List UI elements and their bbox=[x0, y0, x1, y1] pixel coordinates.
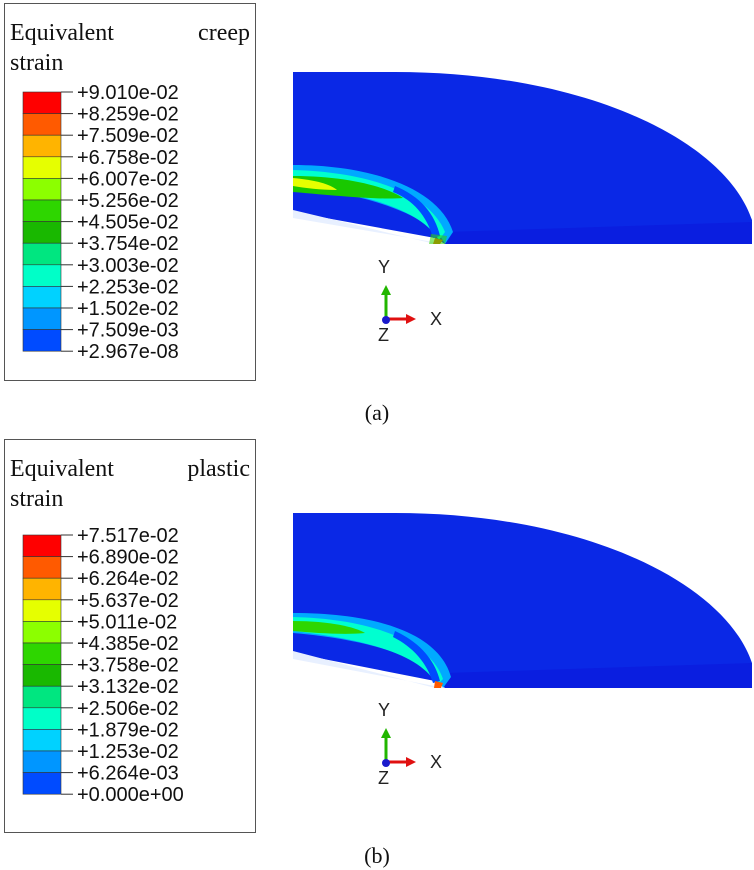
contour-band-cyan bbox=[293, 617, 443, 685]
color-swatch bbox=[22, 199, 62, 222]
contour-band-mid bbox=[393, 631, 440, 683]
legend-title-line2: strain bbox=[10, 50, 64, 76]
color-swatch bbox=[22, 178, 62, 201]
legend-level-label: +1.502e-02 bbox=[77, 298, 179, 320]
legend-title-word2: plastic bbox=[187, 456, 250, 482]
color-scale: +9.010e-02+8.259e-02+7.509e-02+6.758e-02… bbox=[22, 82, 179, 363]
legend-level-label: +4.505e-02 bbox=[77, 212, 179, 234]
caption: (b) bbox=[364, 843, 390, 868]
contour-band-mid bbox=[393, 186, 440, 238]
color-swatch bbox=[22, 534, 62, 557]
contour-band-green bbox=[293, 176, 403, 199]
legend-level-label: +9.010e-02 bbox=[77, 82, 179, 104]
color-swatch bbox=[22, 307, 62, 330]
color-swatch bbox=[22, 707, 62, 730]
legend-level-label: +7.509e-02 bbox=[77, 125, 179, 147]
color-scale: +7.517e-02+6.890e-02+6.264e-02+5.637e-02… bbox=[22, 525, 184, 806]
legend-level-label: +8.259e-02 bbox=[77, 104, 179, 126]
axis-label-z: Z bbox=[378, 768, 389, 788]
fe-model-contour bbox=[293, 72, 752, 244]
contour-band-green bbox=[293, 621, 365, 634]
legend-level-label: +0.000e+00 bbox=[77, 784, 184, 806]
axis-triad: Y X Z bbox=[378, 700, 442, 788]
color-swatch bbox=[22, 729, 62, 752]
axis-label-x: X bbox=[430, 309, 442, 329]
legend-box: Equivalent creep strain +9.010e-02 +8.259… bbox=[4, 3, 256, 381]
legend-title: Equivalent creep strain bbox=[10, 18, 250, 78]
color-swatch bbox=[22, 156, 62, 179]
color-swatch bbox=[22, 621, 62, 644]
model-edge bbox=[445, 663, 752, 688]
color-swatch bbox=[22, 556, 62, 579]
color-swatch bbox=[22, 242, 62, 266]
legend-title-word2: creep bbox=[198, 20, 250, 46]
color-swatch bbox=[22, 750, 62, 773]
color-swatch bbox=[22, 286, 62, 309]
axis-label-z: Z bbox=[378, 325, 389, 345]
legend-level-label: +3.003e-02 bbox=[77, 255, 179, 277]
legend-level-label: +3.132e-02 bbox=[77, 676, 179, 698]
color-swatch bbox=[22, 264, 62, 287]
axis-label-x: X bbox=[430, 752, 442, 772]
legend-box: Equivalent plastic strain +7.517e-02 +6.8… bbox=[4, 439, 256, 833]
axis-label-y: Y bbox=[378, 257, 390, 277]
model-body bbox=[293, 513, 752, 688]
legend-level-label: +5.637e-02 bbox=[77, 590, 179, 612]
axis-label-y: Y bbox=[378, 700, 390, 720]
legend-level-label: +1.879e-02 bbox=[77, 719, 179, 741]
legend-title: Equivalent plastic strain bbox=[10, 454, 250, 514]
color-swatch bbox=[22, 329, 62, 352]
caption: (a) bbox=[364, 400, 390, 425]
model-body bbox=[293, 72, 752, 244]
legend-level-label: +5.011e-02 bbox=[77, 611, 177, 633]
color-swatch bbox=[22, 221, 62, 244]
panel-a: Equivalent creep strain +9.010e-02 +8.259… bbox=[4, 3, 752, 425]
legend-level-label: +7.517e-02 bbox=[77, 525, 179, 547]
color-swatch bbox=[22, 134, 62, 158]
color-swatch bbox=[22, 772, 62, 795]
contour-hotspot-halo bbox=[429, 234, 447, 244]
color-swatch bbox=[22, 642, 62, 665]
color-swatch bbox=[22, 599, 62, 622]
color-swatch bbox=[22, 577, 62, 601]
legend-level-label: +7.509e-03 bbox=[77, 320, 179, 342]
legend-title-line2: strain bbox=[10, 486, 64, 512]
color-swatch bbox=[22, 113, 62, 136]
contour-hotspot bbox=[434, 681, 443, 688]
legend-level-label: +4.385e-02 bbox=[77, 633, 179, 655]
legend-level-label: +2.253e-02 bbox=[77, 276, 179, 298]
legend-level-label: +6.007e-02 bbox=[77, 168, 179, 190]
color-swatch bbox=[22, 91, 62, 114]
color-swatch bbox=[22, 664, 62, 687]
legend-level-label: +3.758e-02 bbox=[77, 655, 179, 677]
axis-triad: Y X Z bbox=[378, 257, 442, 345]
legend-level-label: +2.967e-08 bbox=[77, 341, 179, 363]
model-edge bbox=[445, 222, 752, 244]
fe-model-contour bbox=[293, 513, 752, 688]
panel-b: Equivalent plastic strain +7.517e-02 +6.8… bbox=[0, 435, 754, 870]
legend-level-label: +3.754e-02 bbox=[77, 233, 179, 255]
legend-level-label: +6.890e-02 bbox=[77, 547, 179, 569]
legend-level-label: +5.256e-02 bbox=[77, 190, 179, 212]
legend-level-label: +2.506e-02 bbox=[77, 698, 179, 720]
legend-level-label: +6.758e-02 bbox=[77, 147, 179, 169]
legend-level-label: +6.264e-02 bbox=[77, 568, 179, 590]
legend-title-word1: Equivalent bbox=[10, 20, 114, 46]
legend-title-word1: Equivalent bbox=[10, 456, 114, 482]
legend-level-label: +1.253e-02 bbox=[77, 741, 179, 763]
legend-level-label: +6.264e-03 bbox=[77, 763, 179, 785]
color-swatch bbox=[22, 685, 62, 709]
contour-band-yellow bbox=[293, 178, 337, 190]
